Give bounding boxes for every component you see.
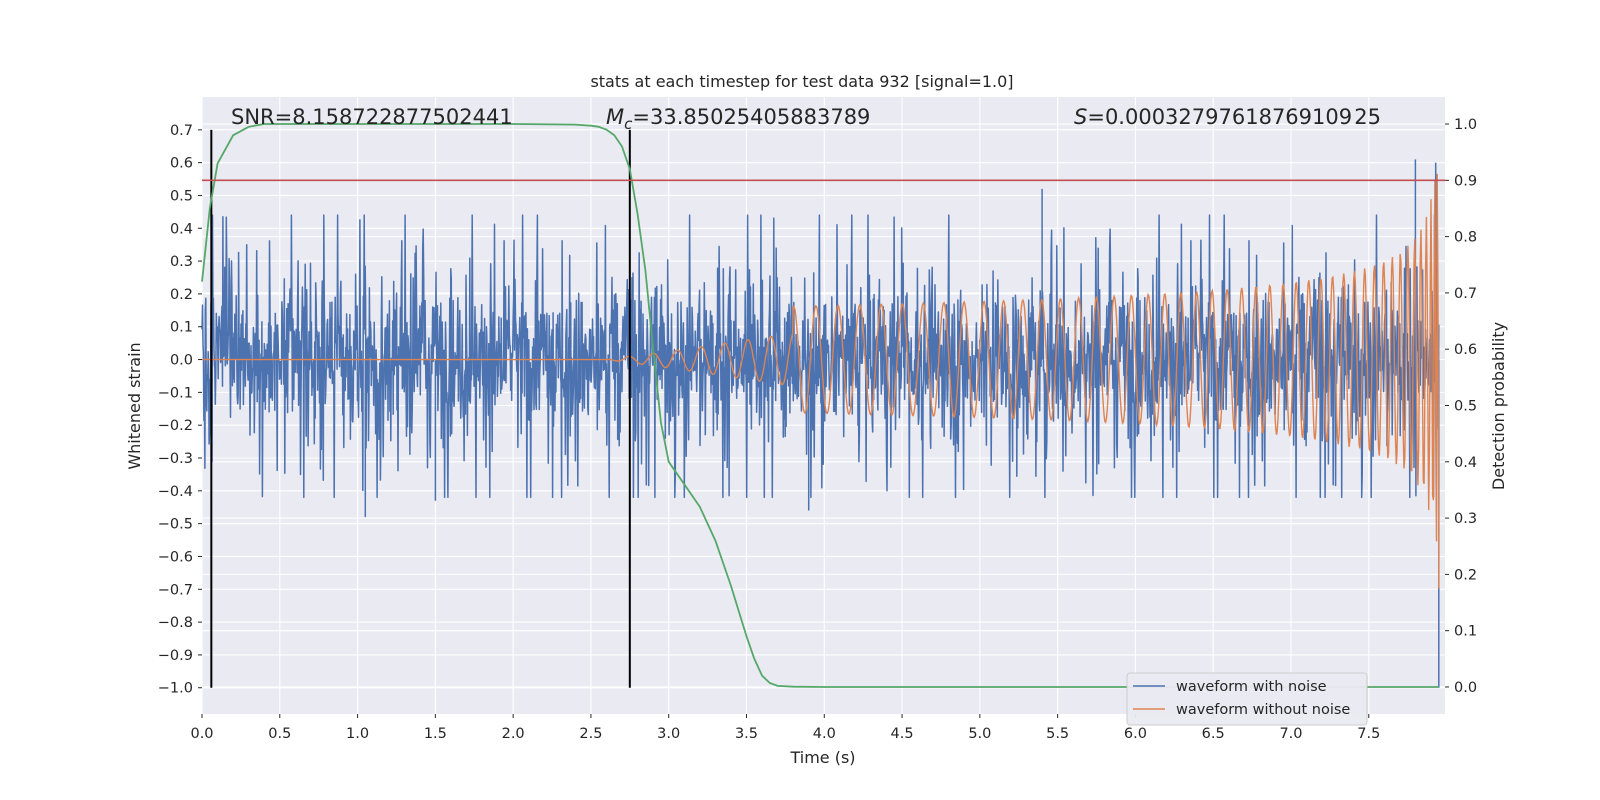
legend-label-clean: waveform without noise [1176, 702, 1350, 718]
x-tick-label: 3.0 [657, 726, 680, 742]
s-annotation: S=0.00032797618769109 25 [1074, 105, 1381, 129]
y-tick-label: 0.5 [170, 188, 193, 204]
y-tick-label: 0.6 [170, 156, 193, 172]
y-right-tick-label: 0.4 [1454, 455, 1477, 471]
s-symbol: S [1074, 105, 1087, 129]
y-right-tick-label: 0.7 [1454, 286, 1477, 302]
y-tick-label: −0.7 [158, 582, 193, 598]
waveform-without-noise-series [202, 173, 1440, 589]
y-tick-label: 0.0 [170, 353, 193, 369]
x-tick-label: 5.0 [968, 726, 991, 742]
right-y-axis-label: Detection probability [1489, 322, 1508, 490]
y-tick-label: 0.3 [170, 254, 193, 270]
y-tick-label: −0.4 [158, 484, 193, 500]
x-tick-label: 0.5 [268, 726, 291, 742]
y-right-tick-label: 0.9 [1454, 173, 1477, 189]
chirp-mass-subscript: c [624, 115, 633, 133]
y-right-tick-label: 0.5 [1454, 399, 1477, 415]
x-tick-label: 4.5 [891, 726, 914, 742]
y-tick-label: 0.2 [170, 287, 193, 303]
y-tick-label: −0.9 [158, 648, 193, 664]
legend-label-noise: waveform with noise [1176, 679, 1327, 695]
chirp-mass-annotation: Mc=33.85025405883789 [606, 105, 870, 133]
x-tick-label: 2.0 [502, 726, 525, 742]
y-tick-label: −0.3 [158, 451, 193, 467]
x-tick-label: 6.0 [1124, 726, 1147, 742]
y-tick-label: 0.1 [170, 320, 193, 336]
x-tick-label: 1.5 [424, 726, 447, 742]
marker-lines [210, 129, 631, 688]
y-tick-label: 0.7 [170, 123, 193, 139]
left-y-axis-ticks: 0.7 0.6 0.5 0.4 0.3 0.2 0.1 0.0 −0.1 −0.2 −0.3 −0.4… [158, 123, 202, 697]
y-tick-label: −0.8 [158, 615, 193, 631]
x-tick-label: 7.5 [1357, 726, 1380, 742]
y-right-tick-label: 1.0 [1454, 117, 1477, 133]
chirp-mass-value: =33.85025405883789 [632, 105, 870, 129]
y-right-tick-label: 0.1 [1454, 624, 1477, 640]
y-tick-label: 0.4 [170, 221, 193, 237]
x-tick-label: 1.0 [346, 726, 369, 742]
y-tick-label: −0.1 [158, 385, 193, 401]
legend-box [1126, 672, 1368, 726]
detection-probability-line [201, 123, 1439, 688]
x-axis-ticks: 0.0 0.5 1.0 1.5 2.0 2.5 3.0 3.5 4.0 4.5 5.0 5.5 6.0 6… [190, 714, 1380, 742]
y-tick-label: −0.6 [158, 549, 193, 565]
chirp-mass-symbol: M [606, 105, 624, 129]
s-value: =0.00032797618769109 25 [1087, 105, 1381, 129]
x-tick-label: 5.5 [1046, 726, 1069, 742]
x-tick-label: 3.5 [735, 726, 758, 742]
x-tick-label: 0.0 [190, 726, 213, 742]
y-tick-label: −0.5 [158, 517, 193, 533]
waveform-without-noise-line [202, 173, 1440, 589]
x-tick-label: 7.0 [1279, 726, 1302, 742]
snr-annotation: SNR=8.158722877502441 [231, 105, 513, 129]
y-tick-label: −1.0 [158, 681, 193, 697]
x-tick-label: 2.5 [579, 726, 602, 742]
y-right-tick-label: 0.8 [1454, 230, 1477, 246]
y-right-tick-label: 0.2 [1454, 567, 1477, 583]
y-right-tick-label: 0.0 [1454, 680, 1477, 696]
chart-title: stats at each timestep for test data 932… [590, 72, 1013, 91]
right-y-axis-ticks: 1.0 0.9 0.8 0.7 0.6 0.5 0.4 0.3 0.2 0.1 0.0 [1445, 117, 1477, 696]
left-y-axis-label: Whitened strain [125, 342, 144, 469]
y-tick-label: −0.2 [158, 418, 193, 434]
x-axis-label: Time (s) [789, 748, 855, 767]
x-tick-label: 6.5 [1202, 726, 1225, 742]
detection-probability-series [201, 123, 1445, 688]
y-right-tick-label: 0.3 [1454, 511, 1477, 527]
x-tick-label: 4.0 [813, 726, 836, 742]
legend: waveform with noise waveform without noi… [1126, 672, 1368, 726]
y-right-tick-label: 0.6 [1454, 342, 1477, 358]
